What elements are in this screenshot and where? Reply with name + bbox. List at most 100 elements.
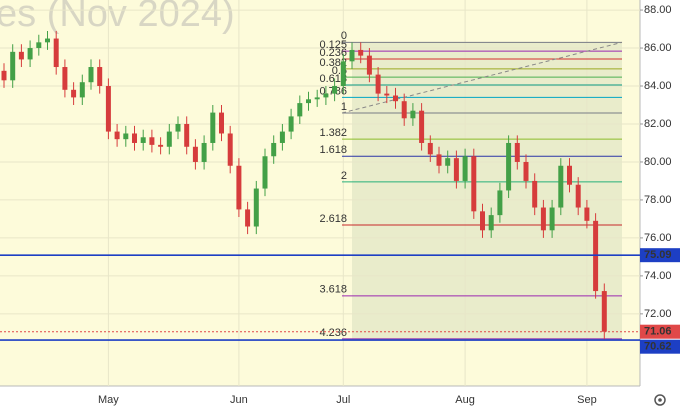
settings-gear-center[interactable] — [658, 398, 662, 402]
candle-body — [279, 131, 285, 143]
candle-body — [132, 133, 137, 143]
candle-body — [149, 137, 155, 145]
candle-body — [105, 86, 111, 132]
candle-body — [314, 97, 320, 100]
y-tick-label: 76.00 — [644, 232, 672, 244]
time-axis-panel — [0, 386, 640, 414]
y-tick-label: 78.00 — [644, 194, 672, 206]
settings-gear[interactable] — [654, 394, 666, 406]
fib-label: 4.236 — [319, 327, 347, 339]
price-label-box — [640, 324, 680, 339]
fib-label: 1.618 — [319, 144, 347, 156]
candle-body — [575, 184, 581, 208]
candle-body — [584, 207, 590, 221]
y-tick-label: 80.00 — [644, 156, 672, 168]
candle-body — [514, 142, 520, 162]
price-label-box — [640, 339, 680, 354]
y-tick-label: 84.00 — [644, 80, 672, 92]
candle-body — [262, 156, 268, 189]
candle-body — [71, 89, 77, 98]
y-tick-label: 82.00 — [644, 118, 672, 130]
candle-body — [358, 49, 364, 56]
fib-label: 2.618 — [319, 213, 347, 225]
fib-zone — [352, 42, 622, 339]
candle-body — [288, 116, 294, 132]
candle-body — [558, 165, 564, 208]
candle-body — [532, 180, 538, 208]
candle-body — [419, 110, 425, 143]
candle-body — [88, 67, 94, 83]
candle-body — [384, 93, 390, 96]
candle-body — [471, 156, 477, 212]
candle-body — [158, 144, 164, 147]
candle-body — [219, 112, 224, 134]
fib-label: 0.618 — [319, 73, 347, 85]
candle-body — [36, 42, 42, 49]
candle-body — [567, 165, 572, 185]
x-tick-label: Sep — [577, 394, 597, 406]
candle-body — [436, 154, 442, 166]
x-tick-label: May — [98, 394, 119, 406]
candle-body — [306, 99, 311, 104]
x-tick-label: Jun — [230, 394, 248, 406]
fib-label: 0.125 — [319, 39, 347, 51]
candle-body — [114, 131, 120, 140]
settings-icon[interactable] — [654, 394, 666, 406]
y-tick-label: 72.00 — [644, 308, 672, 320]
candle-body — [140, 137, 146, 143]
candle-body — [601, 291, 607, 332]
candle-body — [323, 93, 329, 98]
candle-body — [488, 215, 494, 231]
candle-body — [166, 131, 172, 147]
y-tick-label: 86.00 — [644, 42, 672, 54]
candle-body — [480, 211, 485, 231]
candle-body — [340, 61, 346, 87]
price-label-box — [640, 248, 680, 263]
candle-body — [201, 142, 207, 162]
fib-label: 0.236 — [319, 47, 347, 59]
candle-body — [227, 133, 233, 166]
candle-body — [271, 142, 277, 157]
candle-body — [10, 51, 16, 81]
y-tick-label: 88.00 — [644, 4, 672, 16]
price-label: 70.62 — [644, 341, 672, 353]
candle-body — [210, 112, 216, 143]
candle-body — [1, 70, 7, 81]
candle-body — [462, 156, 468, 181]
candle-body — [445, 158, 451, 166]
fib-label: 0 — [341, 30, 347, 42]
candle-body — [349, 49, 355, 62]
candle-body — [45, 38, 50, 43]
candle-body — [540, 207, 546, 231]
candle-body — [523, 161, 529, 181]
candle-body — [245, 209, 251, 227]
candle-body — [410, 110, 416, 119]
x-tick-label: Jul — [336, 394, 350, 406]
candle-body — [549, 207, 555, 231]
watermark: es (Nov 2024) — [0, 0, 235, 35]
candle-body — [184, 123, 190, 147]
fib-label: 1 — [341, 101, 347, 113]
candle-body — [297, 103, 303, 117]
x-tick-label: Aug — [455, 394, 475, 406]
price-label: 75.09 — [644, 249, 672, 261]
candle-body — [401, 101, 407, 119]
candle-body — [27, 48, 33, 60]
price-label: 71.06 — [644, 326, 672, 338]
fib-label: 2 — [341, 170, 347, 182]
fib-label: 3.618 — [319, 284, 347, 296]
candle-body — [79, 82, 85, 98]
candle-body — [123, 133, 129, 140]
candle-body — [497, 190, 503, 216]
fib-trend-line — [341, 41, 623, 114]
candle-body — [453, 158, 459, 181]
candle-body — [506, 142, 512, 191]
candle-body — [393, 95, 398, 102]
candle-body — [62, 67, 68, 90]
candle-body — [192, 146, 198, 162]
candle-body — [18, 51, 24, 60]
candle-body — [236, 165, 242, 210]
candle-body — [53, 38, 59, 68]
candle-body — [375, 74, 381, 94]
